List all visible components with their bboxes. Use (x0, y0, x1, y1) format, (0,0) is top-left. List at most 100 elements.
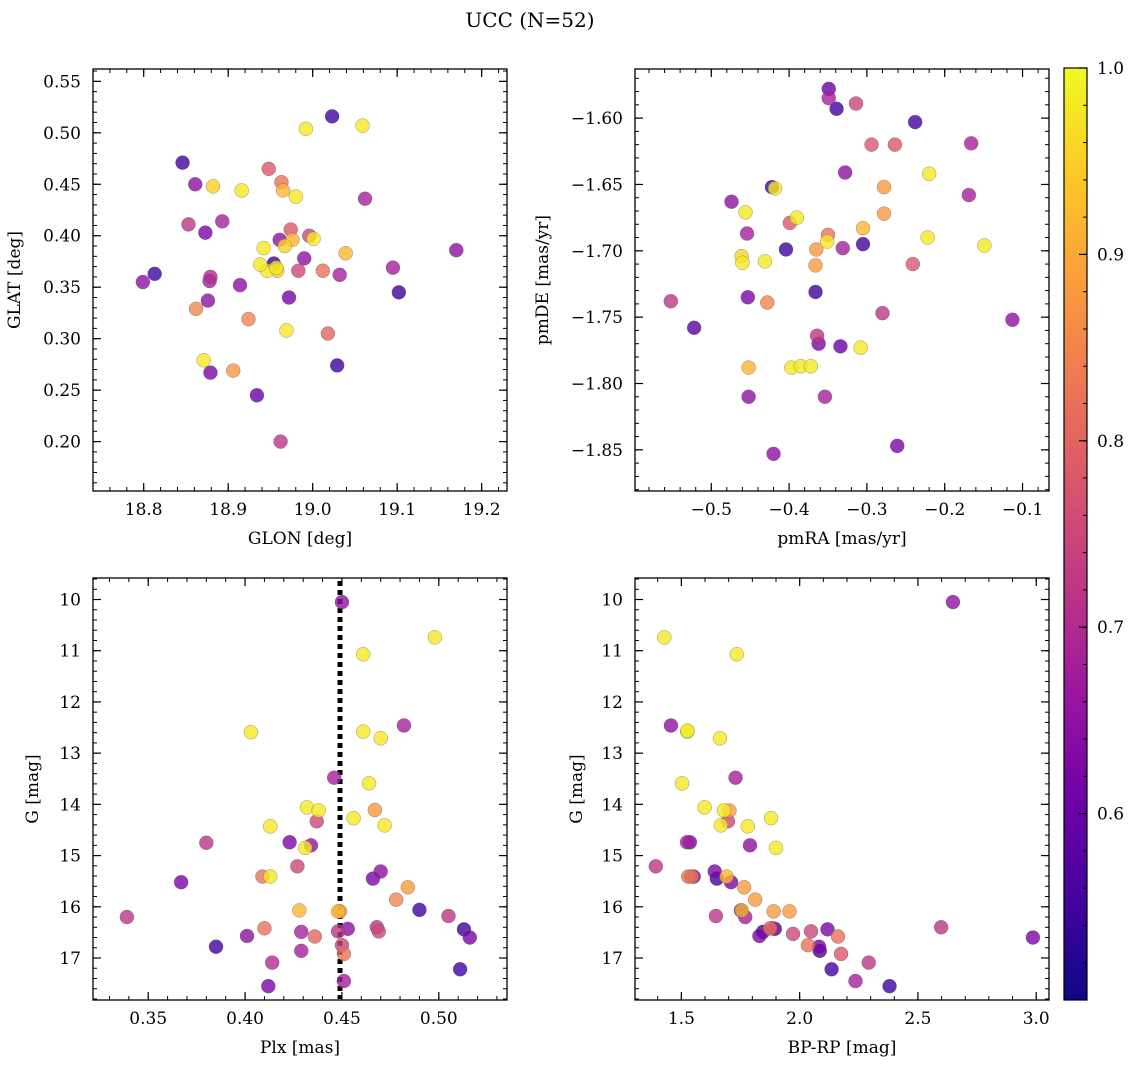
data-point (291, 263, 306, 278)
data-point (740, 819, 756, 834)
x-tick-label: 1.5 (668, 1009, 695, 1029)
data-point (887, 137, 903, 152)
data-point (921, 166, 937, 182)
data-point (311, 803, 326, 818)
data-point (716, 803, 732, 818)
data-point (269, 260, 284, 275)
y-tick-label: 17 (601, 949, 623, 969)
data-point (762, 921, 778, 936)
y-axis-label: pmDE [mas/yr] (533, 215, 553, 345)
x-tick-label: 0.50 (420, 1009, 458, 1029)
x-tick-label: 18.8 (125, 500, 163, 520)
data-point (373, 864, 388, 879)
scatter-points (135, 109, 464, 449)
data-point (961, 187, 977, 203)
y-tick-label: 12 (601, 693, 623, 713)
data-point (855, 236, 871, 252)
data-point (208, 939, 224, 954)
data-point (199, 835, 214, 851)
data-point (920, 230, 935, 245)
data-point (819, 234, 835, 249)
data-point (876, 206, 892, 221)
y-tick-label: 16 (59, 898, 81, 918)
scatter-points (663, 81, 1020, 462)
data-point (371, 924, 387, 939)
data-point (752, 928, 767, 944)
y-tick-label: 13 (59, 744, 81, 764)
data-point (282, 835, 297, 850)
data-point (817, 389, 833, 405)
y-tick-label: 12 (59, 693, 81, 713)
colorbar: 0.6 0.7 0.8 0.9 1.0 (1063, 59, 1124, 1001)
data-point (1005, 312, 1020, 328)
data-point (803, 359, 819, 374)
data-point (135, 274, 151, 290)
data-point (385, 260, 401, 275)
data-point (279, 323, 294, 338)
data-point (728, 770, 743, 785)
panel-glon-glat: 18.8 18.9 19.0 19.1 19.2 0.20 0.25 0.30 0.35 0.40… (5, 68, 508, 549)
data-point (719, 869, 734, 884)
data-point (277, 238, 293, 254)
data-point (275, 183, 291, 198)
y-tick-label: 15 (601, 847, 623, 867)
data-point (821, 90, 837, 106)
data-point (782, 904, 797, 919)
y-tick-label: −1.80 (571, 375, 623, 395)
y-tick-label: 0.40 (43, 227, 81, 247)
y-tick-label: 17 (59, 949, 81, 969)
axes-frame (92, 577, 508, 1001)
data-point (767, 181, 783, 196)
x-tick-label: 19.1 (378, 500, 416, 520)
data-point (648, 859, 664, 874)
x-tick-label: 18.9 (209, 500, 247, 520)
data-point (356, 724, 371, 739)
data-point (833, 339, 848, 354)
data-point (196, 353, 211, 368)
data-point (861, 955, 876, 970)
data-point (684, 869, 700, 884)
data-point (741, 389, 756, 405)
x-axis-label: BP-RP [mag] (788, 1038, 897, 1058)
data-point (657, 630, 672, 645)
colorbar-gradient (1064, 68, 1087, 1000)
colorbar-tick-label: 0.6 (1097, 805, 1124, 825)
data-point (367, 802, 383, 818)
data-point (336, 946, 352, 962)
data-point (188, 301, 204, 317)
data-point (712, 731, 728, 746)
data-point (373, 731, 388, 746)
y-tick-label: 10 (601, 591, 623, 611)
data-point (249, 388, 265, 403)
data-point (734, 903, 749, 918)
y-tick-label: 0.20 (43, 433, 81, 453)
major-ticks (635, 578, 1049, 1000)
data-point (830, 929, 846, 944)
scatter-points (648, 594, 1041, 994)
data-point (829, 101, 844, 117)
y-axis-label: GLAT [deg] (5, 231, 25, 329)
data-point (736, 880, 752, 895)
data-point (239, 928, 255, 944)
data-point (324, 109, 340, 124)
data-point (875, 305, 890, 321)
y-axis-label: G [mag] (567, 754, 587, 823)
x-tick-label: 3.0 (1023, 1009, 1050, 1029)
data-point (766, 446, 781, 462)
data-point (377, 818, 392, 833)
data-point (253, 257, 268, 272)
data-point (853, 340, 868, 355)
y-tick-label: 15 (59, 847, 81, 867)
data-point (264, 955, 280, 970)
major-ticks (93, 69, 507, 491)
data-point (297, 840, 313, 856)
x-tick-label: −0.5 (691, 500, 732, 520)
y-tick-label: 0.30 (43, 330, 81, 350)
data-point (336, 973, 352, 989)
minor-ticks (93, 69, 507, 491)
data-point (742, 838, 758, 853)
data-point (713, 818, 729, 833)
data-point (296, 251, 312, 266)
data-point (747, 892, 763, 907)
